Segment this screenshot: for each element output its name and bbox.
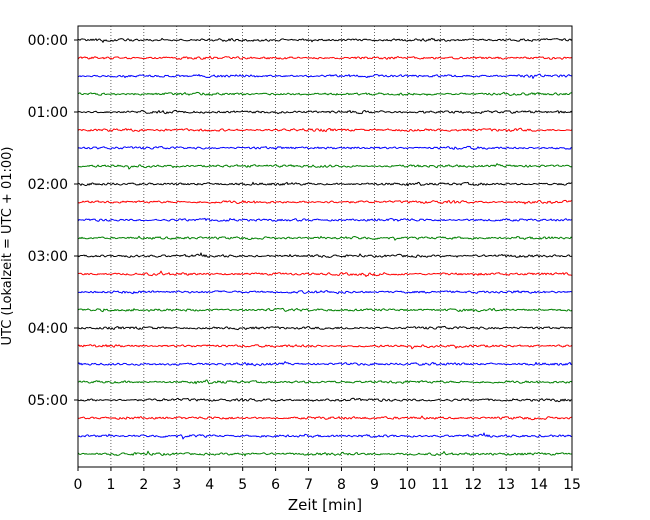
- plot-frame: [77, 25, 573, 468]
- y-tick-label: 05:00: [28, 393, 68, 409]
- trace-row: [77, 127, 573, 133]
- x-tick-label: 12: [464, 477, 482, 493]
- y-tick-label: 02:00: [28, 177, 68, 193]
- trace-row: [77, 37, 573, 43]
- trace-row: [77, 361, 573, 367]
- trace-row: [77, 415, 573, 421]
- y-axis: 00:00 01:00 02:00 03:00 04:00 05:00: [28, 33, 78, 409]
- trace-row: [77, 217, 573, 222]
- trace-row: [77, 450, 572, 457]
- x-tick-label: 15: [563, 477, 581, 493]
- y-axis-label: UTC (Lokalzeit = UTC + 01:00): [0, 147, 15, 346]
- trace-layer: [77, 37, 573, 457]
- x-tick-label: 0: [74, 477, 83, 493]
- x-axis: 0 1 2 3 4 5 6 7 8 9 10 11 12 13 14 15: [74, 467, 581, 493]
- trace-row: [77, 235, 573, 241]
- trace-row: [77, 145, 573, 151]
- trace-row: [77, 379, 573, 385]
- trace-row: [77, 181, 573, 187]
- trace-row: [77, 91, 573, 96]
- trace-row: [77, 163, 573, 170]
- x-tick-label: 1: [106, 477, 115, 493]
- y-tick-label: 03:00: [28, 249, 68, 265]
- x-tick-label: 10: [398, 477, 416, 493]
- x-tick-label: 3: [172, 477, 181, 493]
- x-tick-label: 11: [431, 477, 449, 493]
- x-tick-label: 4: [205, 477, 214, 493]
- y-tick-label: 01:00: [28, 105, 68, 121]
- x-tick-label: 5: [238, 477, 247, 493]
- grid-layer: [110, 26, 540, 467]
- x-tick-label: 2: [139, 477, 148, 493]
- trace-row: [77, 344, 573, 350]
- trace-row: [77, 252, 573, 259]
- y-tick-label: 04:00: [28, 321, 68, 337]
- trace-row: [77, 290, 573, 295]
- trace-row: [77, 397, 573, 403]
- x-tick-label: 13: [497, 477, 515, 493]
- trace-row: [77, 270, 573, 277]
- trace-row: [77, 55, 573, 60]
- x-tick-label: 14: [530, 477, 548, 493]
- trace-row: [77, 307, 573, 313]
- x-tick-label: 9: [370, 477, 379, 493]
- trace-row: [77, 199, 573, 205]
- x-axis-label: Zeit [min]: [288, 496, 362, 514]
- x-tick-label: 8: [337, 477, 346, 493]
- trace-row: [77, 432, 573, 440]
- trace-row: [77, 325, 573, 331]
- x-tick-label: 7: [304, 477, 313, 493]
- trace-row: [77, 109, 573, 115]
- trace-row: [77, 73, 573, 79]
- x-tick-label: 6: [271, 477, 280, 493]
- y-tick-label: 00:00: [28, 33, 68, 49]
